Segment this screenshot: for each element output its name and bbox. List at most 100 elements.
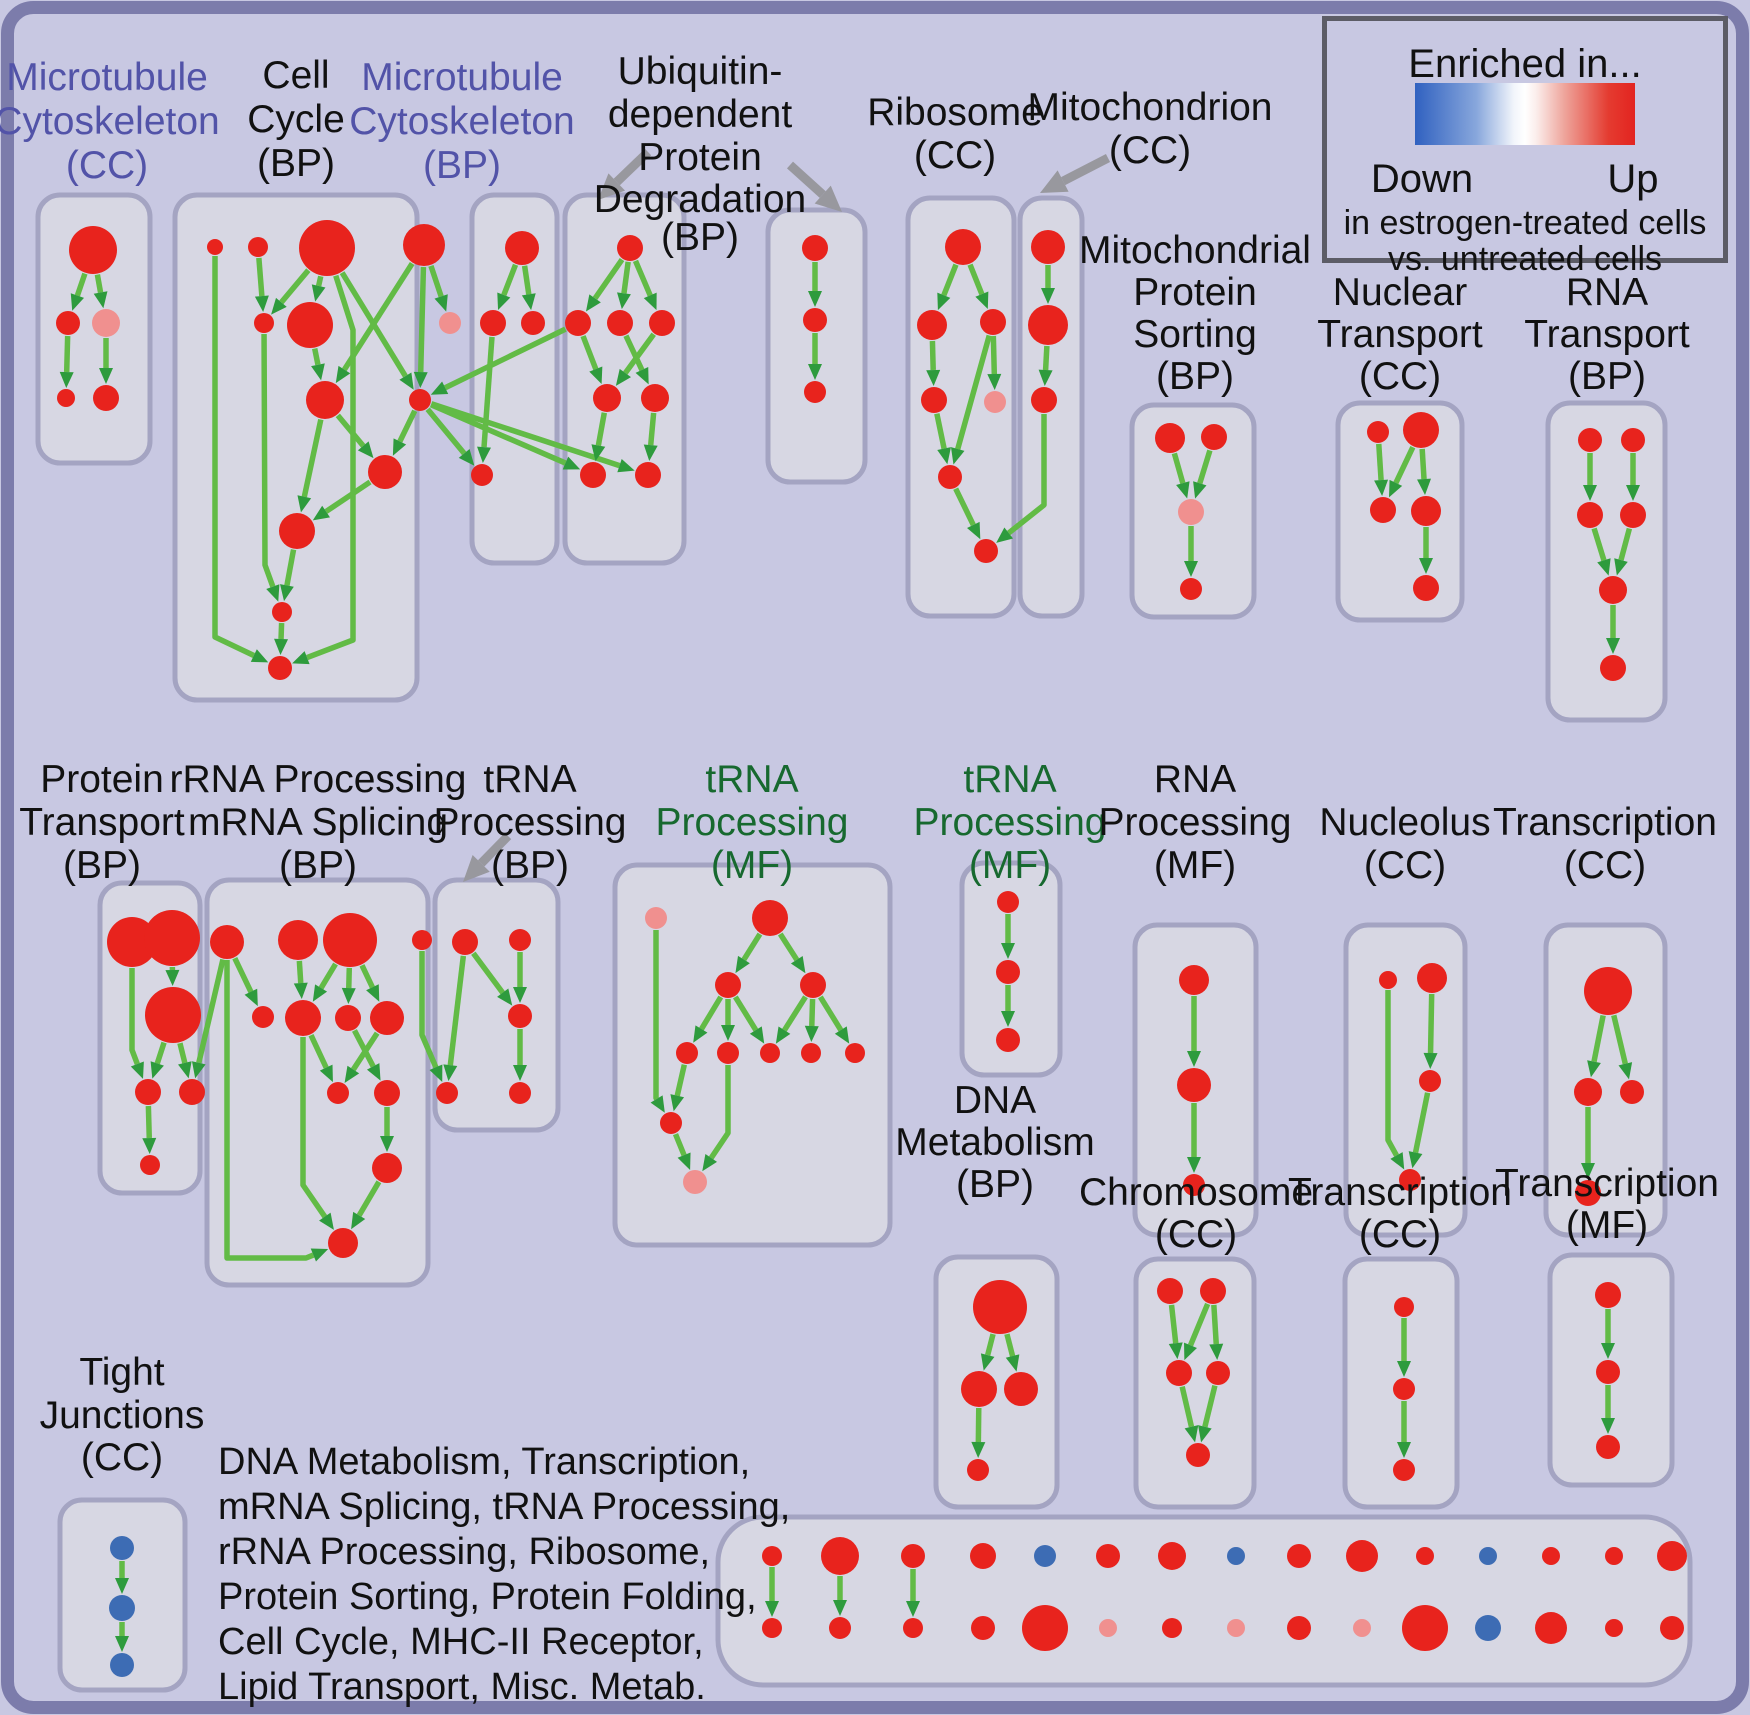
- nuclear-transport-label-line-2: (CC): [1359, 355, 1441, 398]
- node-bb12: [1475, 1615, 1501, 1641]
- edge-arrow-line: [1179, 1386, 1195, 1428]
- node-mb3: [521, 311, 545, 335]
- edge-arrow-head: [458, 448, 475, 466]
- edge-arrow-line: [261, 333, 276, 588]
- rrna-processing-label-line-1: mRNA Splicing: [188, 801, 448, 844]
- edge-arrow-line: [955, 334, 992, 450]
- node-c2: [299, 220, 355, 276]
- node-bt6: [1096, 1544, 1120, 1568]
- edge-arrow-line: [818, 995, 844, 1032]
- edge-arrow-head: [1417, 478, 1432, 496]
- edge-arrow-head: [643, 292, 657, 311]
- edge-arrow-head: [344, 1065, 360, 1083]
- edge-arrow-line: [1168, 1304, 1179, 1344]
- edge-arrow-head: [562, 456, 581, 470]
- microtubule-bp-label-line-0: Microtubule: [361, 56, 563, 99]
- node-bt4: [970, 1543, 996, 1569]
- edge-arrow-head: [357, 441, 374, 459]
- transcription-mf-label-line-0: Transcription: [1495, 1162, 1719, 1205]
- node-e3: [1206, 1361, 1230, 1385]
- edge-arrow-line: [592, 257, 625, 300]
- edge-arrow-head: [192, 1061, 206, 1079]
- rna-transport-label-line-2: (BP): [1568, 355, 1646, 398]
- nucleolus-cc-box: [1343, 922, 1468, 1238]
- node-u7: [635, 462, 661, 488]
- transcription-mf-label-line-1: (MF): [1566, 1204, 1648, 1247]
- edge-arrow-head: [735, 955, 750, 974]
- edge-arrow-head: [1397, 1361, 1411, 1377]
- legend-color-gradient-bar: [1415, 83, 1635, 145]
- microtubule-bp-label-line-2: (BP): [423, 144, 501, 187]
- edge-arrow-head: [591, 444, 606, 462]
- node-bb2: [829, 1617, 851, 1639]
- nuclear-transport-box: [1335, 400, 1465, 623]
- node-c1: [248, 237, 268, 257]
- edge-arrow-line: [1393, 445, 1416, 485]
- edge-arrow-line: [953, 487, 976, 527]
- edge-arrow-line: [1042, 345, 1050, 371]
- edge-arrow-head: [1581, 1163, 1595, 1179]
- edge-arrow-line: [212, 256, 256, 658]
- edge-arrow-head: [142, 1137, 157, 1155]
- mitochondrion-pointer-head: [1040, 170, 1069, 193]
- node-o0: [1595, 1282, 1621, 1308]
- edge-arrow-head: [319, 1212, 334, 1230]
- edge-arrow-line: [733, 995, 759, 1032]
- node-bb5: [1022, 1605, 1068, 1651]
- node-g3: [800, 972, 826, 998]
- edge-arrow-head: [1419, 558, 1433, 574]
- node-d1: [961, 1371, 997, 1407]
- node-t5: [1600, 655, 1626, 681]
- edge-arrow-line: [154, 1041, 167, 1065]
- edge-arrow-line: [580, 335, 599, 371]
- transcription-cc-1-label-line-1: (CC): [1564, 844, 1646, 887]
- edge-arrow-line: [94, 274, 104, 293]
- edge-arrow-head: [293, 982, 308, 1000]
- node-p1: [144, 910, 200, 966]
- node-mb1: [505, 231, 539, 265]
- trna-processing-mf-2-label-line-0: tRNA: [963, 758, 1056, 801]
- mixed-terms-line: DNA Metabolism, Transcription,: [218, 1441, 751, 1483]
- edge-arrow-line: [417, 266, 427, 373]
- ubiquitin-right-pointer-head: [814, 185, 842, 212]
- edge-arrow-line: [674, 1064, 688, 1097]
- node-q1: [278, 920, 318, 960]
- node-f2: [1393, 1459, 1415, 1481]
- edge-arrow-line: [1004, 1333, 1016, 1357]
- edge-arrow-head: [311, 363, 325, 381]
- edge-arrow-line: [177, 1042, 188, 1064]
- edge-arrow-head: [310, 1248, 329, 1262]
- node-r1: [917, 310, 947, 340]
- edge-arrow-line: [356, 1180, 382, 1217]
- edge-arrow-line: [623, 332, 656, 375]
- edge-arrow-line: [315, 275, 324, 287]
- edge-arrow-line: [623, 334, 645, 372]
- edge-arrow-head: [477, 446, 492, 464]
- edge-arrow-line: [324, 479, 372, 514]
- node-r4: [984, 391, 1006, 413]
- edge-arrow-head: [150, 1061, 164, 1079]
- microtubule-cc-label-line-0: Microtubule: [6, 56, 208, 99]
- edge-arrow-head: [429, 1064, 443, 1082]
- edge-arrow-line: [352, 1029, 376, 1068]
- edge-arrow-head: [366, 1063, 381, 1081]
- node-bt3: [901, 1544, 925, 1568]
- tight-junctions-box: [57, 1497, 188, 1693]
- node-mb2: [480, 310, 506, 336]
- node-j2: [1419, 1070, 1441, 1092]
- microtubule-bp-label-line-1: Cytoskeleton: [349, 100, 574, 143]
- edge-arrow-line: [481, 336, 495, 448]
- edge-arrow-line: [306, 274, 356, 661]
- edge-arrow-line: [777, 932, 800, 962]
- node-g1: [752, 900, 788, 936]
- cell-cycle-label-line-2: (BP): [257, 142, 335, 185]
- node-k3: [1575, 1180, 1601, 1206]
- node-q10: [372, 1153, 402, 1183]
- edge-arrow-head: [950, 447, 965, 465]
- edge-arrow-line: [308, 1034, 329, 1069]
- mito-sorting-label-line-2: Sorting: [1133, 313, 1257, 356]
- nucleolus-label-line-1: (CC): [1364, 844, 1446, 887]
- node-mcc5: [93, 385, 119, 411]
- edge-arrow-head: [721, 1025, 735, 1041]
- edge-arrow-head: [1193, 481, 1207, 499]
